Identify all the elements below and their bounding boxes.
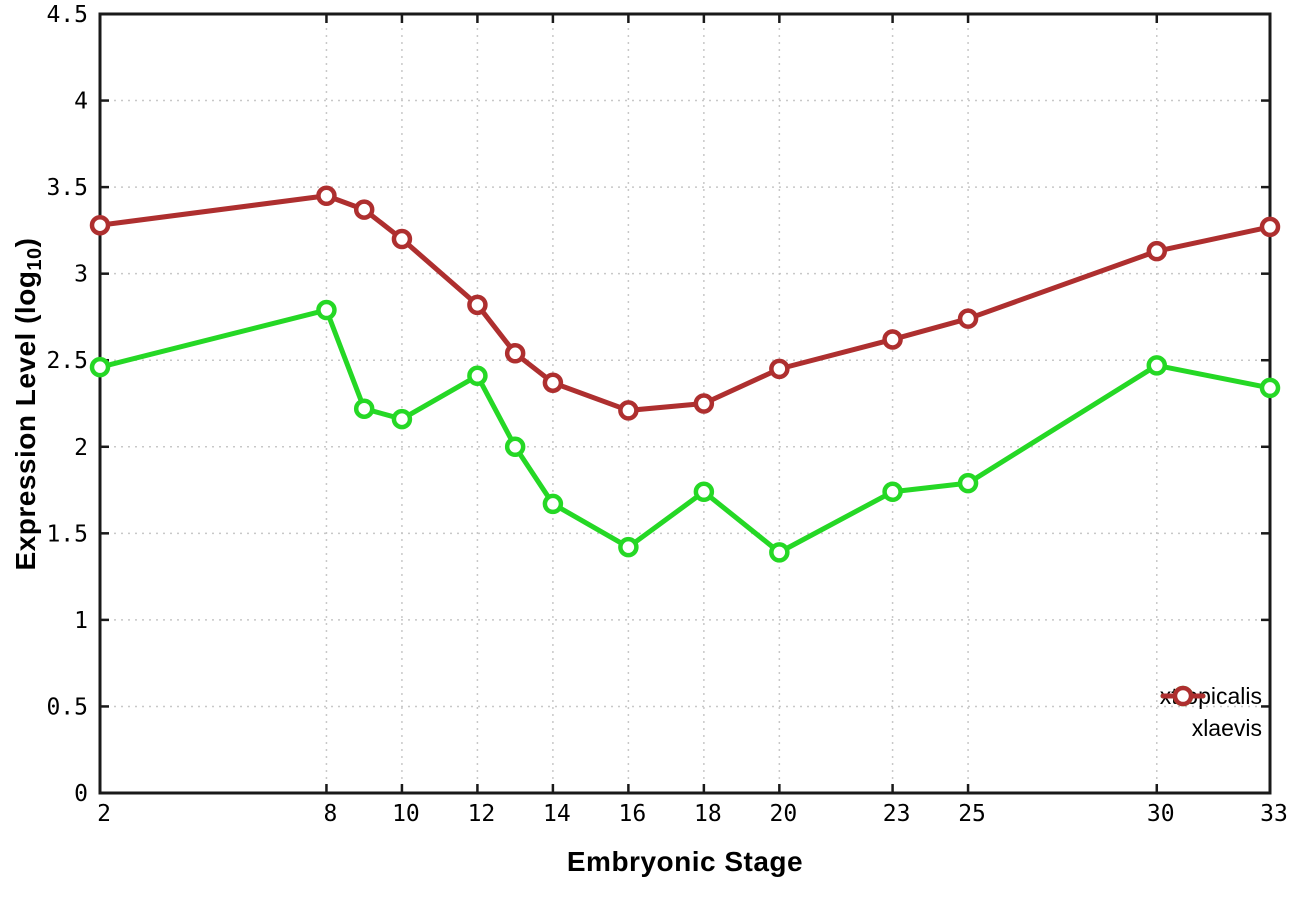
svg-text:3: 3 xyxy=(74,262,88,288)
svg-text:3.5: 3.5 xyxy=(46,175,88,201)
legend-label-xlaevis: xlaevis xyxy=(1191,715,1262,741)
svg-text:20: 20 xyxy=(770,801,798,827)
y-axis-title-subscript: 10 xyxy=(24,247,46,271)
svg-text:33: 33 xyxy=(1260,801,1288,827)
svg-text:1: 1 xyxy=(74,608,88,634)
svg-text:14: 14 xyxy=(543,801,571,827)
svg-text:4.5: 4.5 xyxy=(46,2,88,28)
svg-text:2.5: 2.5 xyxy=(46,348,88,374)
svg-text:1.5: 1.5 xyxy=(46,521,88,547)
svg-text:16: 16 xyxy=(619,801,647,827)
y-axis-title: Expression Level (log10) xyxy=(10,144,50,664)
svg-text:10: 10 xyxy=(392,801,420,827)
svg-text:18: 18 xyxy=(694,801,722,827)
legend-entry-xlaevis: xlaevis xyxy=(1160,685,1262,741)
svg-text:0: 0 xyxy=(74,781,88,807)
legend: xtropicalis xlaevis xyxy=(1160,683,1262,741)
x-axis-title: Embryonic Stage xyxy=(566,846,804,877)
y-axis-title-close: ) xyxy=(10,237,41,248)
svg-text:30: 30 xyxy=(1147,801,1175,827)
svg-text:23: 23 xyxy=(883,801,911,827)
svg-text:2: 2 xyxy=(74,435,88,461)
svg-text:0.5: 0.5 xyxy=(46,694,88,720)
legend-marker-xlaevis-icon xyxy=(1160,685,1206,707)
y-axis-title-text: Expression Level (log xyxy=(10,270,41,571)
svg-text:12: 12 xyxy=(468,801,496,827)
svg-text:25: 25 xyxy=(958,801,986,827)
svg-text:2: 2 xyxy=(97,801,111,827)
svg-text:4: 4 xyxy=(74,89,88,115)
svg-text:8: 8 xyxy=(324,801,338,827)
